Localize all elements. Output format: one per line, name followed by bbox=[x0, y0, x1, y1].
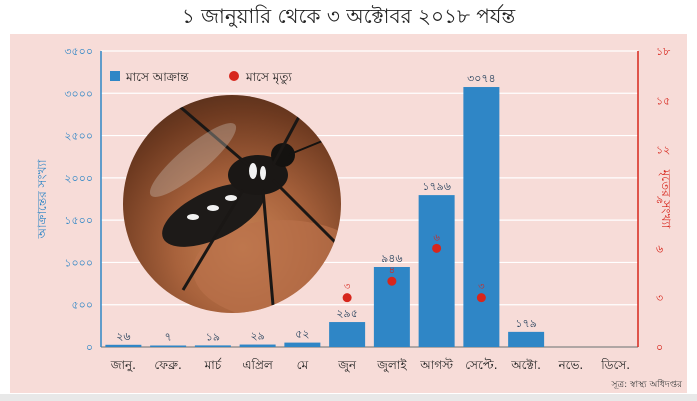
bar-value-label: ৫২ bbox=[295, 328, 309, 341]
x-tick-label: নভে. bbox=[558, 358, 584, 372]
bar-value-label: ৯৪৬ bbox=[381, 252, 402, 265]
chart-container: ০ ৫০০ ১০০০ ১৫০০ ২০০০ ২৫০০ ৩০০০ ৩৫০০ ০ ৩ ৬ ৯ ১২ ১৫ ১৮ … bbox=[10, 34, 687, 393]
bottom-divider bbox=[0, 394, 697, 401]
y-tick-label-left: ৫০০ bbox=[72, 299, 93, 312]
death-value-label: ৩ bbox=[344, 282, 351, 293]
dots-layer: ৩ ৪ ৬ ৩ bbox=[342, 232, 486, 303]
mosquito-photo bbox=[123, 95, 341, 313]
death-value-label: ৪ bbox=[389, 265, 396, 276]
page-title: ১ জানুয়ারি থেকে ৩ অক্টোবর ২০১৮ পর্যন্ত bbox=[181, 4, 516, 28]
y-tick-label-right: ৩ bbox=[656, 292, 663, 305]
x-tick-label: ডিসে. bbox=[600, 358, 630, 372]
y-tick-label-right: ১৮ bbox=[656, 45, 670, 58]
source-note: সূত্র: স্বাস্থ্য অধিদপ্তর bbox=[611, 379, 684, 390]
y-tick-label-right: ৬ bbox=[656, 242, 663, 255]
x-tick-label: জুন bbox=[337, 358, 357, 373]
bar bbox=[105, 344, 142, 347]
bar-value-label: ১৭৯ bbox=[515, 317, 536, 330]
bar-value-label: ১৯ bbox=[206, 330, 220, 343]
bar bbox=[508, 331, 545, 347]
bar bbox=[194, 345, 231, 347]
bar bbox=[284, 342, 321, 347]
bar bbox=[239, 344, 276, 347]
legend-bar-swatch bbox=[110, 71, 120, 81]
x-tick-label: মে bbox=[297, 358, 309, 372]
y-tick-label-left: ৩০০০ bbox=[64, 87, 93, 100]
y-tick-label-left: ১০০০ bbox=[64, 256, 93, 269]
bar bbox=[150, 345, 187, 347]
bar bbox=[329, 322, 366, 347]
y-tick-label-left: ৩৫০০ bbox=[64, 45, 93, 58]
y-tick-label-left: ২৫০০ bbox=[64, 130, 93, 143]
legend: মাসে আক্রান্ত মাসে মৃত্যু bbox=[110, 70, 292, 85]
mosquito-illustration bbox=[149, 99, 341, 313]
y-tick-label-right: ১৫ bbox=[656, 94, 670, 107]
bar-value-label: ১৭৯৬ bbox=[422, 180, 451, 193]
death-dot bbox=[342, 293, 352, 303]
right-axis: ০ ৩ ৬ ৯ ১২ ১৫ ১৮ bbox=[637, 45, 670, 354]
x-tick-label: ফেব্রু. bbox=[154, 358, 181, 372]
left-axis: ০ ৫০০ ১০০০ ১৫০০ ২০০০ ২৫০০ ৩০০০ ৩৫০০ bbox=[64, 45, 102, 354]
legend-label-deaths: মাসে মৃত্যু bbox=[245, 70, 292, 85]
bar-value-label: ২৯ bbox=[250, 330, 264, 343]
x-tick-label: জানু. bbox=[110, 358, 136, 373]
x-tick-label: আগস্ট bbox=[419, 358, 454, 372]
x-tick-label: জুলাই bbox=[376, 358, 407, 373]
x-tick-label: অক্টো. bbox=[510, 358, 541, 372]
bar bbox=[418, 195, 455, 347]
legend-dot-swatch bbox=[229, 71, 239, 81]
y-tick-label-left: ২০০০ bbox=[64, 172, 93, 185]
y-tick-label-left: ১৫০০ bbox=[64, 214, 93, 227]
bar-value-label: ৭ bbox=[165, 331, 172, 344]
legend-label-cases: মাসে আক্রান্ত bbox=[125, 70, 189, 84]
death-dot bbox=[387, 276, 397, 286]
x-tick-label: এপ্রিল bbox=[242, 358, 274, 372]
y-tick-label-left: ০ bbox=[86, 341, 93, 354]
bar bbox=[463, 87, 500, 347]
y-axis-label-right: মৃতের সংখ্যা bbox=[658, 169, 673, 229]
death-value-label: ৬ bbox=[433, 232, 440, 243]
y-tick-label-right: ১২ bbox=[656, 144, 670, 157]
death-dot bbox=[476, 293, 486, 303]
bar-value-label: ২৬ bbox=[116, 330, 130, 343]
x-tick-label: সেপ্টে. bbox=[465, 358, 497, 372]
y-tick-label-right: ০ bbox=[656, 341, 663, 354]
death-value-label: ৩ bbox=[478, 282, 485, 293]
bar-value-label: ৩০৭৪ bbox=[467, 72, 496, 85]
x-tick-label: মার্চ bbox=[204, 358, 223, 372]
x-tick-labels: জানু. ফেব্রু. মার্চ এপ্রিল মে জুন জুলাই আগস্ট সে… bbox=[110, 358, 630, 373]
bar-value-label: ২৯৫ bbox=[336, 307, 357, 320]
y-axis-label-left: আক্রান্তের সংখ্যা bbox=[35, 159, 49, 239]
death-dot bbox=[432, 243, 442, 253]
y-tick-label-right: ৯ bbox=[656, 193, 663, 206]
